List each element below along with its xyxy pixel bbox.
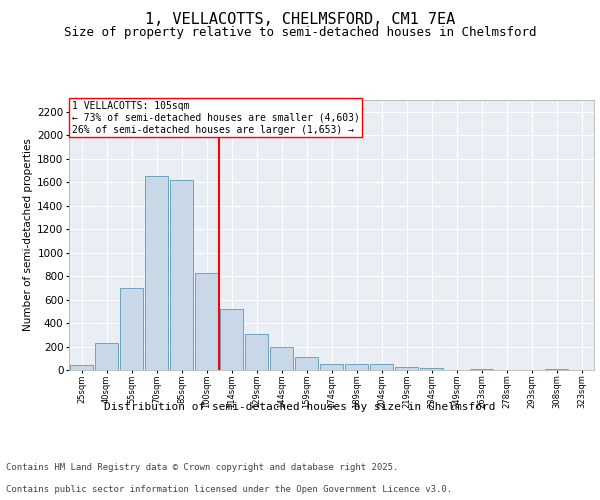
Bar <box>269 347 293 370</box>
Bar <box>70 366 94 370</box>
Bar <box>170 180 193 370</box>
Text: Contains public sector information licensed under the Open Government Licence v3: Contains public sector information licen… <box>6 485 452 494</box>
Bar <box>245 334 268 370</box>
Bar <box>395 366 418 370</box>
Bar <box>470 369 493 370</box>
Text: Contains HM Land Registry data © Crown copyright and database right 2025.: Contains HM Land Registry data © Crown c… <box>6 464 398 472</box>
Y-axis label: Number of semi-detached properties: Number of semi-detached properties <box>23 138 33 332</box>
Bar <box>194 272 218 370</box>
Text: Distribution of semi-detached houses by size in Chelmsford: Distribution of semi-detached houses by … <box>104 402 496 412</box>
Bar <box>344 364 368 370</box>
Bar <box>295 357 319 370</box>
Bar <box>95 343 118 370</box>
Bar <box>119 288 143 370</box>
Text: 1 VELLACOTTS: 105sqm
← 73% of semi-detached houses are smaller (4,603)
26% of se: 1 VELLACOTTS: 105sqm ← 73% of semi-detac… <box>71 102 359 134</box>
Bar <box>419 368 443 370</box>
Bar <box>320 364 343 370</box>
Bar <box>220 309 244 370</box>
Bar <box>545 369 568 370</box>
Bar <box>145 176 169 370</box>
Bar <box>370 364 394 370</box>
Text: Size of property relative to semi-detached houses in Chelmsford: Size of property relative to semi-detach… <box>64 26 536 39</box>
Text: 1, VELLACOTTS, CHELMSFORD, CM1 7EA: 1, VELLACOTTS, CHELMSFORD, CM1 7EA <box>145 12 455 28</box>
